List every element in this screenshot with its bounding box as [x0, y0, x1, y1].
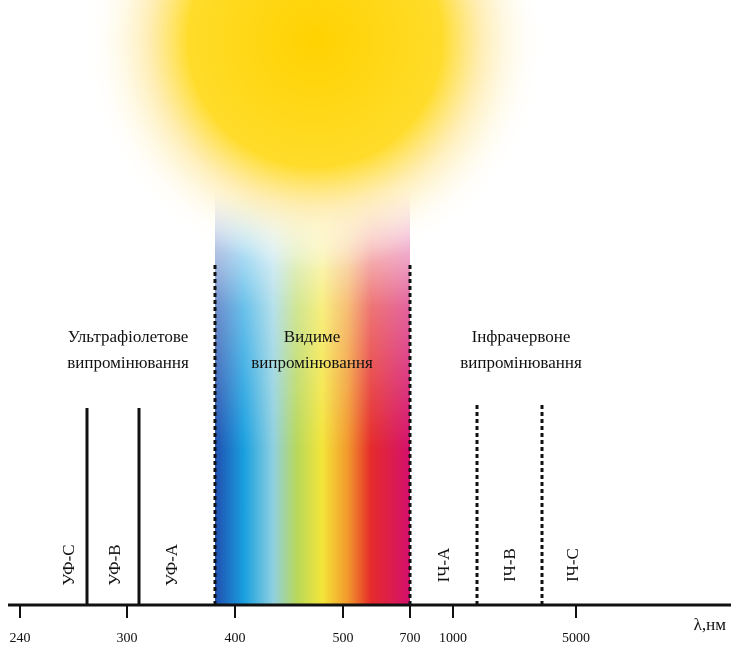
region-label: Ультрафіолетове: [68, 327, 189, 346]
band-label: ІЧ-А: [434, 547, 453, 582]
tick-label: 500: [333, 631, 354, 646]
band-label: УФ-С: [59, 544, 78, 585]
tick-label: 700: [400, 631, 421, 646]
tick-label: 240: [10, 631, 31, 646]
tick-label: 300: [117, 631, 138, 646]
region-label: Видиме: [284, 327, 341, 346]
band-label: УФ-А: [162, 543, 181, 586]
axis-ticks: [19, 605, 577, 618]
axis-label: λ,нм: [694, 615, 727, 634]
tick-label: 5000: [562, 631, 590, 646]
tick-label: 400: [225, 631, 246, 646]
band-label: ІЧ-В: [500, 548, 519, 582]
tick-label: 1000: [439, 631, 467, 646]
dividers: [85, 265, 544, 605]
region-label: випромінювання: [251, 353, 373, 372]
region-label: випромінювання: [460, 353, 582, 372]
band-label: УФ-В: [105, 544, 124, 585]
region-label: випромінювання: [67, 353, 189, 372]
sun: [85, 0, 545, 270]
band-label: ІЧ-С: [563, 548, 582, 582]
region-label: Інфрачервоне: [472, 327, 571, 346]
